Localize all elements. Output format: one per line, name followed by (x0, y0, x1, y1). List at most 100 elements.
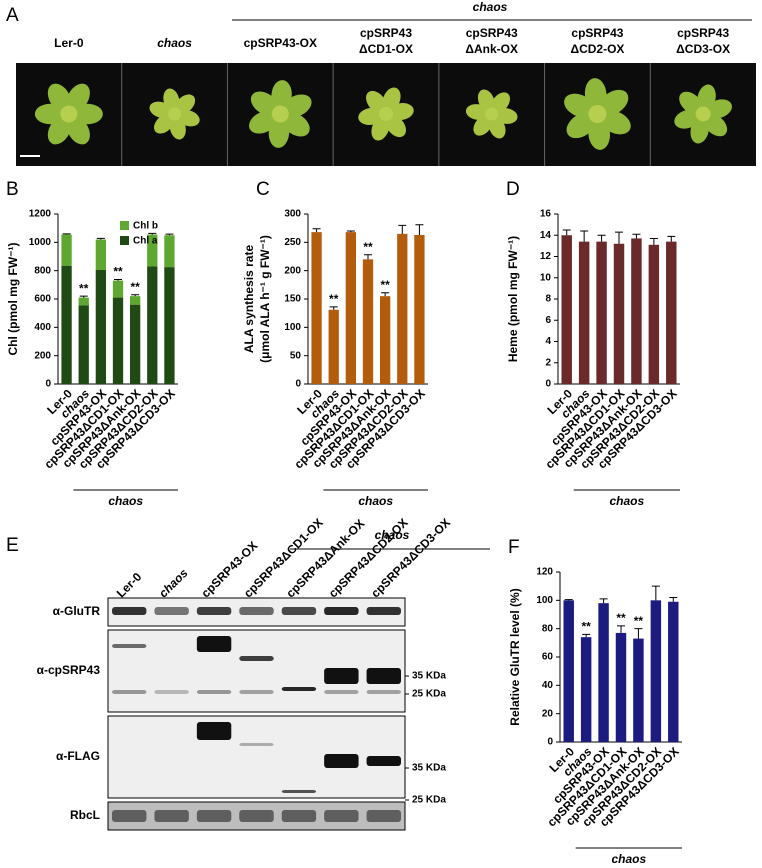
bar-segment (95, 269, 106, 384)
row-label: α-cpSRP43 (37, 663, 101, 677)
bar (311, 232, 322, 384)
error-bar (62, 233, 71, 235)
error-bar (415, 224, 424, 235)
y-axis-label: Relative GluTR level (%) (508, 588, 522, 725)
blot-band (366, 810, 401, 822)
blot-band (324, 607, 359, 615)
bar (631, 238, 642, 384)
error-bar (632, 233, 641, 239)
blot-band (112, 644, 147, 648)
y-tick-label: 16 (540, 209, 552, 220)
leaf (282, 94, 312, 118)
y-tick-label: 600 (34, 294, 51, 305)
error-bar (669, 597, 678, 602)
error-bar (582, 633, 591, 638)
y-tick-label: 6 (545, 315, 551, 326)
rosette-center (379, 107, 393, 121)
size-marker: 25 KDa (412, 689, 446, 700)
bar (362, 259, 374, 384)
significance-label: ** (616, 611, 626, 625)
blot-band (154, 810, 189, 822)
y-tick-label: 1000 (29, 237, 52, 248)
bar (414, 234, 425, 384)
bar (380, 296, 391, 384)
panel-label: E (6, 535, 19, 556)
bar (345, 232, 356, 384)
significance-label: ** (130, 280, 140, 294)
y-axis-label: Chl (pmol mg FW⁻¹) (6, 243, 20, 356)
y-tick-label: 4 (545, 336, 551, 347)
bar (578, 241, 590, 384)
leaf (491, 92, 510, 114)
column-label: cpSRP43 (677, 26, 729, 40)
y-tick-label: 0 (545, 379, 551, 390)
leaf (703, 113, 728, 137)
error-bar (381, 292, 390, 297)
leaf (679, 91, 703, 115)
bar-segment (95, 239, 106, 270)
error-bar (165, 233, 174, 236)
bar-segment (164, 267, 175, 384)
row-label: α-GluTR (53, 604, 101, 618)
bar-segment (147, 234, 158, 267)
y-axis-label: Heme (pmol mg FW⁻¹) (506, 236, 520, 362)
column-label: cpSRP43-OX (244, 36, 317, 50)
panel-label: D (506, 179, 520, 200)
y-tick-label: 100 (284, 322, 301, 333)
group-label: chaos (473, 0, 508, 14)
y-tick-label: 0 (547, 737, 553, 748)
y-tick-label: 250 (284, 237, 301, 248)
blot-band (112, 607, 147, 615)
bar-segment (112, 297, 124, 384)
blot-band (324, 754, 359, 768)
leaf (66, 83, 90, 113)
y-tick-label: 150 (284, 294, 301, 305)
legend-label: Chl a (133, 236, 158, 247)
rosette-center (588, 105, 607, 123)
y-tick-label: 200 (284, 265, 301, 276)
y-tick-label: 200 (34, 350, 51, 361)
blot-band (324, 690, 359, 694)
row-label: RbcL (70, 808, 100, 822)
lane-label: cpSRP43ΔCD2-OX (326, 516, 411, 601)
bar (596, 241, 607, 384)
y-tick-label: 300 (284, 209, 301, 220)
y-axis-label: ALA synthesis rate (242, 245, 256, 354)
y-tick-label: 120 (536, 567, 553, 578)
blot-band (324, 668, 359, 684)
error-bar (617, 625, 625, 633)
group-label: chaos (611, 852, 646, 866)
y-tick-label: 14 (540, 230, 552, 241)
significance-label: ** (113, 265, 123, 279)
blot-band (196, 607, 232, 615)
y-tick-label: 10 (540, 272, 552, 283)
error-bar (329, 306, 338, 310)
leaf (249, 110, 278, 134)
bar (615, 632, 627, 742)
blot-band (196, 722, 232, 740)
error-bar (364, 254, 372, 260)
bar (580, 637, 592, 742)
blot-band (239, 690, 274, 694)
significance-label: ** (380, 278, 390, 292)
error-bar (651, 585, 660, 601)
error-bar (562, 229, 571, 236)
bar (613, 243, 625, 384)
bar-segment (61, 265, 72, 384)
row-label: α-FLAG (56, 749, 100, 763)
error-bar (131, 294, 140, 297)
bar (397, 233, 408, 384)
bar (598, 603, 609, 742)
panel-label: C (256, 179, 270, 200)
rosette-center (60, 105, 78, 123)
blot-band (112, 690, 147, 694)
leaf (705, 99, 732, 119)
panel-label: A (6, 5, 19, 26)
y-tick-label: 2 (545, 357, 551, 368)
leaf (366, 90, 387, 114)
significance-label: ** (329, 292, 339, 306)
blot-band (281, 687, 317, 691)
error-bar (634, 628, 643, 639)
error-bar (597, 234, 606, 242)
bar (648, 244, 660, 384)
